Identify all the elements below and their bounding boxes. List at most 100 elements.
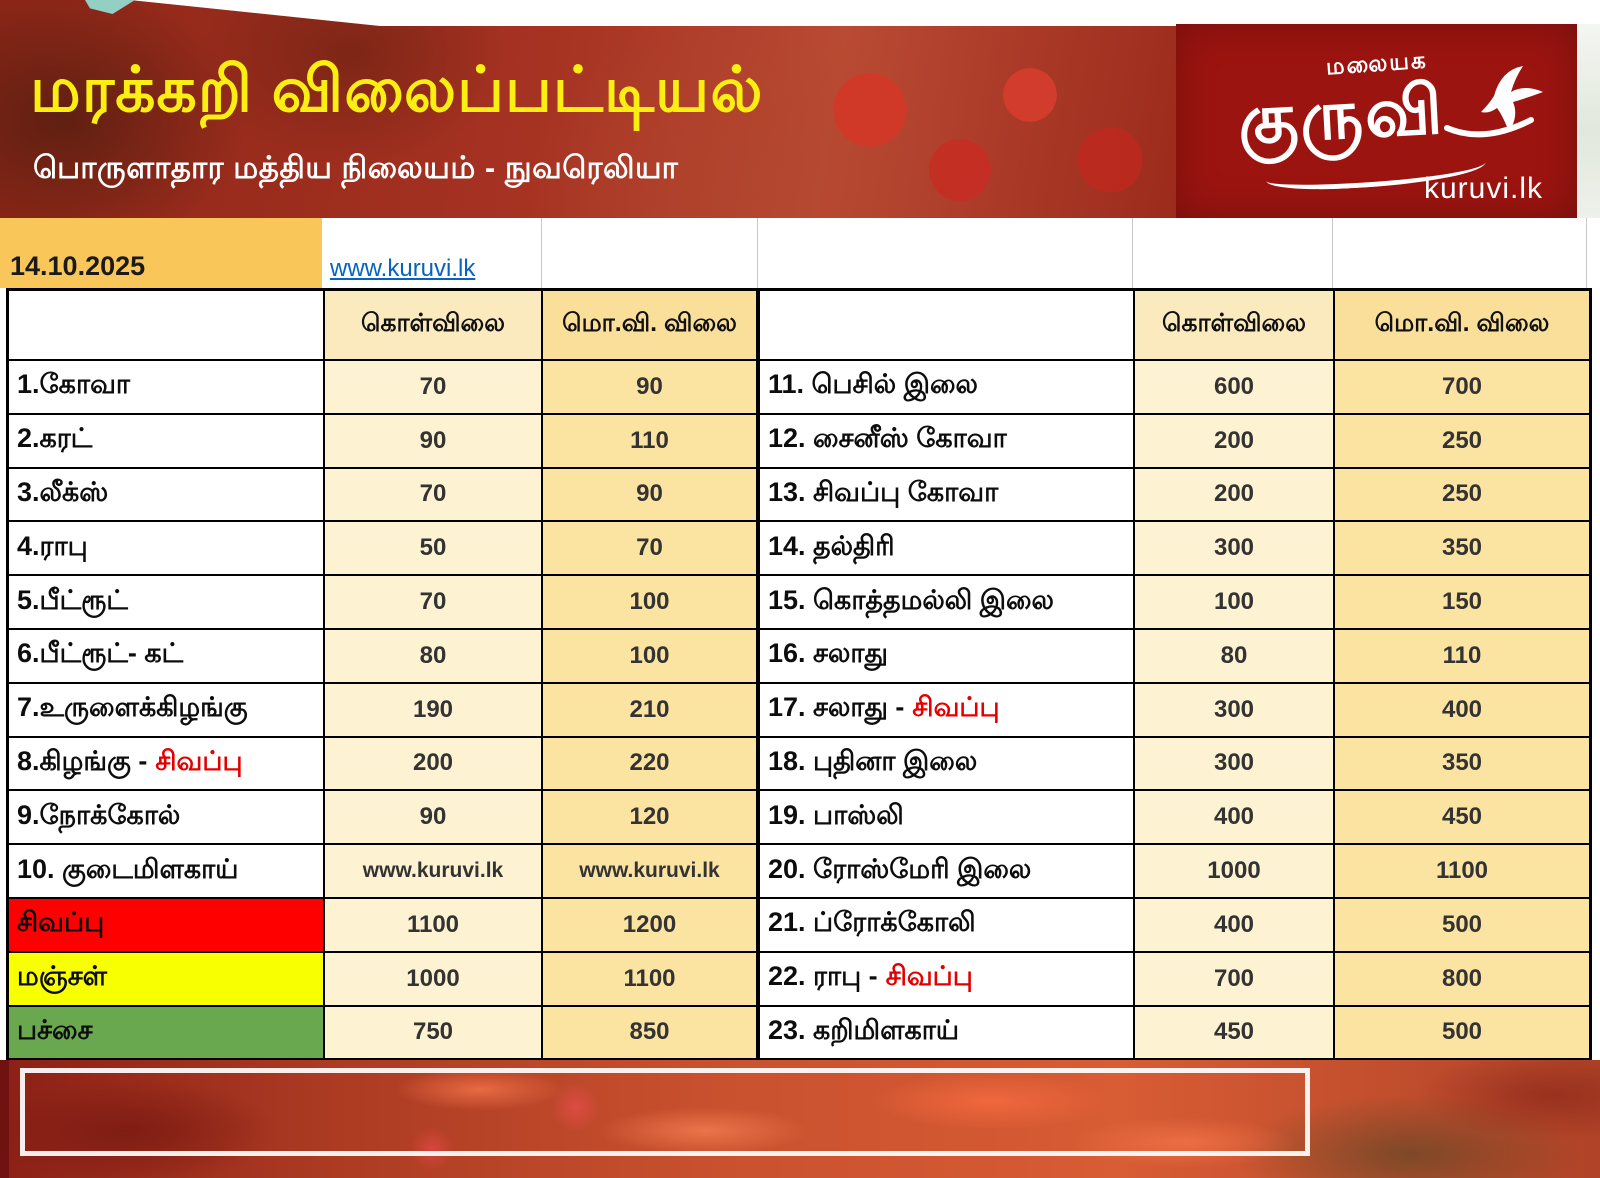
gridline: [757, 218, 758, 288]
gridline: [1332, 218, 1333, 288]
price-cell: 700: [1335, 361, 1589, 415]
header-empty-left: [9, 291, 325, 361]
price-cell: 120: [543, 791, 760, 846]
item-name-text: 22. ராபு -: [768, 961, 878, 992]
date-text: 14.10.2025: [10, 251, 146, 281]
price-cell: 450: [1335, 791, 1589, 846]
price-cell: 70: [325, 361, 543, 415]
price-cell: 110: [543, 414, 760, 469]
bird-icon: [1444, 66, 1543, 138]
price-cell: 100: [543, 629, 760, 684]
header-wholesale-price-right: மொ.வி. விலை: [1335, 291, 1589, 361]
bottom-photo-strip: [0, 1060, 1600, 1178]
price-cell: 1200: [543, 898, 760, 953]
price-cell: 250: [1335, 414, 1589, 469]
price-cell: 90: [325, 414, 543, 469]
photo-frame: [20, 1068, 1310, 1156]
website-link[interactable]: www.kuruvi.lk: [330, 255, 476, 282]
price-cell: 750: [325, 1006, 543, 1061]
item-name-cell: 11. பெசில் இலை: [760, 361, 1135, 415]
date-cell: 14.10.2025: [0, 218, 322, 288]
price-cell: 250: [1335, 468, 1589, 523]
kuruvi-logo: மலையக குருவி kuruvi.lk: [1176, 24, 1577, 218]
item-name-cell: 13. சிவப்பு கோவா: [760, 468, 1135, 523]
item-name-text: 2.கரட்: [17, 423, 93, 454]
item-name-text: சிவப்பு: [17, 907, 105, 938]
item-name-red-word: சிவப்பு: [155, 745, 243, 776]
item-name-text: 6.பீட்ரூட்- கட்: [17, 638, 184, 669]
item-name-cell: 3.லீக்ஸ்: [9, 468, 325, 523]
price-cell: 350: [1335, 522, 1589, 577]
price-cell: 800: [1335, 952, 1589, 1007]
header-empty-right: [760, 291, 1135, 361]
item-name-cell: 12. சைனீஸ் கோவா: [760, 414, 1135, 469]
item-name-cell: 16. சலாது: [760, 629, 1135, 684]
meta-row: 14.10.2025 www.kuruvi.lk: [0, 218, 1600, 288]
item-name-cell: 18. புதினா இலை: [760, 737, 1135, 792]
header-buy-price-right: கொள்விலை: [1135, 291, 1335, 361]
price-cell: 200: [325, 737, 543, 792]
logo-site-text: kuruvi.lk: [1423, 172, 1543, 205]
item-name-text: 21. ப்ரோக்கோலி: [768, 907, 976, 938]
price-cell: 850: [543, 1006, 760, 1061]
price-cell: 200: [1135, 468, 1335, 523]
item-name-text: 3.லீக்ஸ்: [17, 476, 109, 507]
item-name-text: 16. சலாது: [768, 638, 888, 669]
item-name-red-word: சிவப்பு: [912, 692, 1000, 723]
item-name-cell: 15. கொத்தமல்லி இலை: [760, 576, 1135, 630]
price-cell: www.kuruvi.lk: [543, 845, 760, 899]
price-cell: 210: [543, 683, 760, 738]
item-name-cell: 2.கரட்: [9, 414, 325, 469]
price-table: கொள்விலை மொ.வி. விலை கொள்விலை மொ.வி. வில…: [6, 288, 1592, 1064]
price-cell: 350: [1335, 737, 1589, 792]
strip-left-bar: [0, 1060, 9, 1178]
price-cell: 450: [1135, 1006, 1335, 1061]
item-name-text: 8.கிழங்கு -: [17, 745, 148, 776]
price-cell: 400: [1135, 791, 1335, 846]
item-name-cell: 6.பீட்ரூட்- கட்: [9, 629, 325, 684]
item-name-cell: 21. ப்ரோக்கோலி: [760, 898, 1135, 953]
price-cell: 400: [1135, 898, 1335, 953]
item-name-text: 9.நோக்கோல்: [17, 799, 181, 830]
item-name-cell: 23. கறிமிளகாய்: [760, 1006, 1135, 1061]
price-cell: 400: [1335, 683, 1589, 738]
item-name-text: மஞ்சள்: [17, 961, 108, 992]
price-cell: 300: [1135, 522, 1335, 577]
top-white-wedge: [130, 0, 1600, 26]
price-cell: 1100: [325, 898, 543, 953]
item-name-text: 1.கோவா: [17, 369, 131, 400]
price-cell: 600: [1135, 361, 1335, 415]
item-name-text: 11. பெசில் இலை: [768, 369, 978, 400]
item-name-text: பச்சை: [17, 1014, 93, 1045]
price-cell: 1000: [325, 952, 543, 1007]
item-name-text: 10. குடைமிளகாய்: [17, 853, 239, 884]
gridline: [1132, 218, 1133, 288]
price-cell: 190: [325, 683, 543, 738]
item-name-cell: 4.ராபு: [9, 522, 325, 577]
price-cell: 50: [325, 522, 543, 577]
item-name-cell: 8.கிழங்கு - சிவப்பு: [9, 737, 325, 792]
item-name-text: 17. சலாது -: [768, 692, 905, 723]
header-banner: மரக்கறி விலைப்பட்டியல் பொருளாதார மத்திய …: [0, 0, 1600, 218]
price-cell: 100: [1135, 576, 1335, 630]
price-cell: 90: [543, 468, 760, 523]
item-name-text: 12. சைனீஸ் கோவா: [768, 423, 1007, 454]
price-cell: 1100: [543, 952, 760, 1007]
item-name-text: 19. பாஸ்லி: [768, 799, 904, 830]
item-name-cell: 19. பாஸ்லி: [760, 791, 1135, 846]
item-name-text: 18. புதினா இலை: [768, 745, 978, 776]
item-name-cell: பச்சை: [9, 1006, 325, 1061]
price-cell: 220: [543, 737, 760, 792]
page-subtitle: பொருளாதார மத்திய நிலையம் - நுவரெலியா: [33, 150, 679, 185]
price-cell: 1100: [1335, 845, 1589, 899]
price-cell: 700: [1135, 952, 1335, 1007]
teal-accent: [85, 0, 135, 14]
item-name-text: 23. கறிமிளகாய்: [768, 1014, 960, 1045]
price-cell: 150: [1335, 576, 1589, 630]
price-cell: 500: [1335, 1006, 1589, 1061]
header-wholesale-price-left: மொ.வி. விலை: [543, 291, 760, 361]
gridline: [541, 218, 542, 288]
item-name-text: 20. ரோஸ்மேரி இலை: [768, 853, 1032, 884]
price-cell: 100: [543, 576, 760, 630]
